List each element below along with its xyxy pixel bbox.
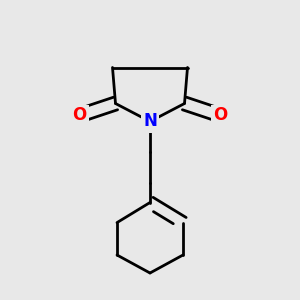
Text: O: O (213, 106, 228, 124)
Text: O: O (72, 106, 87, 124)
Text: N: N (143, 112, 157, 130)
